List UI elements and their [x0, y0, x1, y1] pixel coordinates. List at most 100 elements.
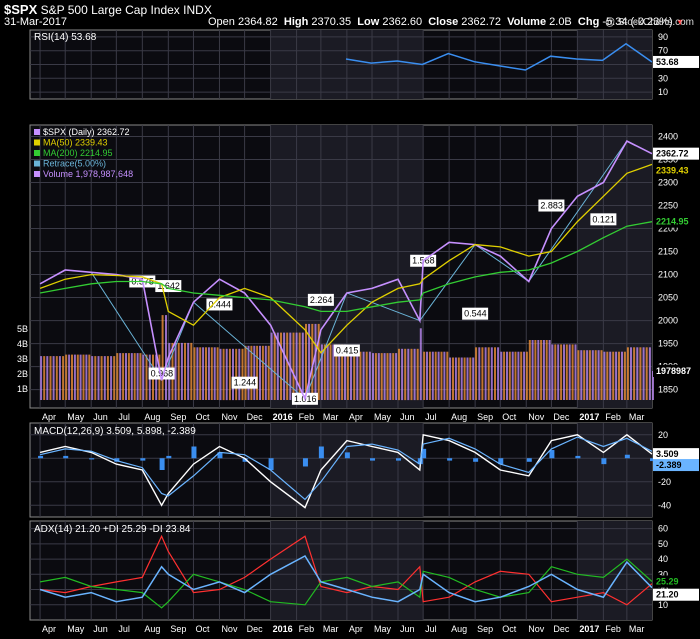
price-xtick: Oct [195, 412, 210, 422]
volume-bar [623, 351, 626, 400]
volume-bar [537, 340, 540, 400]
volume-bar [193, 347, 196, 400]
ma200-line [39, 221, 653, 313]
macd-panel [29, 422, 653, 518]
volume-bar [247, 345, 250, 400]
price-ytick: 2200 [658, 224, 678, 234]
volume-bar [374, 353, 377, 400]
volume-bar [449, 357, 452, 400]
adx-xtick: Feb [299, 624, 315, 634]
adx-xtick: Mar [629, 624, 645, 634]
volume-bar [520, 351, 523, 400]
volume-bar [583, 350, 586, 400]
low-label: Low [357, 16, 380, 28]
macd-hist-current-tag-bg [653, 459, 699, 472]
volume-bar [452, 357, 454, 400]
volume-bar [228, 348, 231, 401]
volume-bar [523, 351, 526, 400]
volume-bar [329, 344, 332, 400]
volume-bar [423, 351, 426, 400]
volume-bar [184, 342, 186, 400]
volume-current-tag: 1978987 [656, 366, 691, 376]
legend-swatch [34, 150, 40, 156]
volume-bar [259, 345, 261, 400]
volume-bar [174, 342, 177, 400]
volume-bar [311, 323, 314, 400]
volume-bar [283, 332, 286, 400]
volume-bar [116, 353, 119, 400]
volume-bar [332, 344, 335, 400]
volume-bar [560, 344, 563, 400]
legend-swatch [34, 129, 40, 135]
volume-bar [235, 348, 238, 401]
retrace-label-bg [590, 213, 617, 226]
ma50-line [39, 163, 653, 354]
volume-ytick: 5B [17, 324, 28, 334]
retrace-label: 1.244 [234, 378, 257, 388]
rsi-ytick: 70 [658, 46, 668, 56]
macd-hist-bar [38, 455, 44, 459]
volume-bar [377, 353, 380, 400]
price-ytick: 2400 [658, 132, 678, 142]
retrace-label-bg [538, 199, 565, 212]
volume-bar [119, 353, 122, 400]
plus-di-current-tag-bg [653, 575, 699, 588]
volume-bar [472, 357, 475, 400]
volume-bar [540, 340, 543, 400]
volume-bar [177, 342, 180, 400]
plus-di-line [39, 558, 653, 609]
volume-bar [241, 348, 244, 401]
legend-swatch [34, 171, 40, 177]
volume-bar [639, 347, 642, 400]
volume-bar [534, 340, 537, 400]
price-xtick: Aug [144, 412, 160, 422]
volume-bar [270, 332, 273, 400]
price-xtick: Nov [528, 412, 545, 422]
volume-bar [338, 344, 341, 400]
volume-bar [514, 351, 517, 400]
volume-bar [362, 351, 365, 400]
adx-ytick: 50 [658, 539, 668, 549]
volume-bar [506, 351, 508, 400]
volume-bar [434, 351, 437, 400]
volume-bar [440, 351, 443, 400]
volume-bar [276, 332, 279, 400]
volume-bar [428, 351, 431, 400]
volume-bar [612, 351, 615, 400]
volume-bar [350, 351, 352, 400]
volume-bar [528, 340, 531, 400]
macd-hist-bar [191, 446, 197, 459]
volume-bar [308, 323, 311, 400]
volume-bar [500, 351, 503, 400]
volume-bar [404, 348, 407, 401]
volume-bar [463, 357, 466, 400]
legend-ma50: MA(50) 2339.43 [43, 138, 108, 148]
retrace-line [528, 140, 628, 282]
volume-bar [253, 345, 256, 400]
retrace-label: 2.264 [310, 295, 333, 305]
volume-bar [103, 356, 106, 400]
macd-shade-2017 [577, 423, 652, 517]
volume-bar [621, 351, 623, 400]
price-xtick: Mar [323, 412, 339, 422]
volume-bar [554, 344, 557, 400]
adx-xtick: 2017 [579, 624, 599, 634]
retrace-line [474, 244, 530, 282]
volume-bar [232, 348, 234, 401]
macd-hist-bar [159, 458, 165, 470]
chart-header: $SPX S&P 500 Large Cap Index INDX 31-Mar… [0, 0, 700, 28]
macd-hist-bar [370, 458, 376, 461]
adx-ytick: 10 [658, 600, 668, 610]
low-value: 2362.60 [382, 16, 423, 28]
volume-bar [446, 351, 449, 400]
volume-bar [82, 354, 85, 400]
volume-bar [273, 332, 276, 400]
ma50-current-tag: 2339.43 [656, 165, 689, 175]
adx-xtick: May [67, 624, 85, 634]
volume-bar [630, 347, 632, 400]
volume-bar [571, 344, 574, 400]
volume-bar [478, 347, 481, 400]
rsi-panel [29, 29, 653, 100]
ma200-current-tag-bg [653, 215, 699, 228]
volume-bar [586, 350, 589, 400]
